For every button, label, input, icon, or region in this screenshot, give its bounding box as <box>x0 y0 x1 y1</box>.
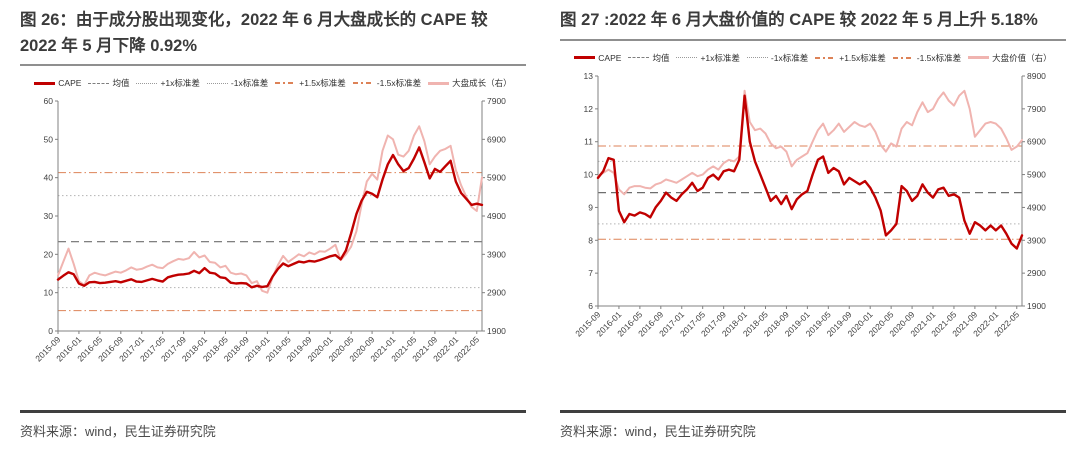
legend-label: 大盘价值（右） <box>992 52 1052 63</box>
legend-label: CAPE <box>58 78 82 89</box>
legend-item: +1x标准差 <box>676 52 740 64</box>
svg-text:2900: 2900 <box>487 288 506 298</box>
legend-item: +1.5x标准差 <box>815 52 886 64</box>
legend-item: -1x标准差 <box>746 52 809 64</box>
svg-text:1900: 1900 <box>1027 301 1046 311</box>
legend-swatch-sd15 <box>275 82 297 85</box>
svg-text:7900: 7900 <box>1027 103 1046 113</box>
legend-item: 均值 <box>88 77 129 89</box>
svg-text:6900: 6900 <box>487 134 506 144</box>
svg-text:5900: 5900 <box>1027 169 1046 179</box>
legend-swatch-cape <box>574 56 596 60</box>
legend-item: CAPE <box>574 53 621 63</box>
figure-27-title: 图 27 :2022 年 6 月大盘价值的 CAPE 较 2022 年 5 月上… <box>560 8 1066 41</box>
legend-swatch-sd1 <box>746 57 768 59</box>
legend-swatch-sd15 <box>352 82 374 85</box>
legend-label: +1x标准差 <box>160 78 200 89</box>
legend-label: -1x标准差 <box>770 52 809 63</box>
legend-swatch-sd1 <box>676 57 698 59</box>
svg-text:40: 40 <box>44 173 54 183</box>
svg-text:5900: 5900 <box>487 173 506 183</box>
svg-text:6: 6 <box>588 301 593 311</box>
legend-label: -1.5x标准差 <box>916 52 962 63</box>
svg-text:10: 10 <box>44 288 54 298</box>
svg-text:30: 30 <box>44 211 54 221</box>
figure-26-legend: CAPE 均值 +1x标准差 -1x标准差 +1.5x标准差 -1.5x标准差 大盘成长（右… <box>20 77 526 89</box>
svg-text:2900: 2900 <box>1027 268 1046 278</box>
legend-item: 均值 <box>628 52 669 64</box>
legend-label: CAPE <box>598 52 622 63</box>
legend-item: +1.5x标准差 <box>275 77 346 89</box>
svg-text:20: 20 <box>44 249 54 259</box>
legend-label: +1x标准差 <box>700 52 740 63</box>
svg-text:9: 9 <box>588 202 593 212</box>
svg-text:7900: 7900 <box>487 96 506 106</box>
legend-swatch-sd1 <box>136 82 158 84</box>
legend-item: -1.5x标准差 <box>352 77 422 89</box>
legend-swatch-mean <box>88 82 110 84</box>
legend-item: +1x标准差 <box>136 77 200 89</box>
svg-text:4900: 4900 <box>487 211 506 221</box>
svg-text:8: 8 <box>588 235 593 245</box>
legend-swatch-sd1 <box>206 82 228 84</box>
legend-label: -1.5x标准差 <box>376 78 422 89</box>
cape-growth-chart: 0 10 20 30 40 50 60 1900 2900 3900 4900 5900 6900 790… <box>33 96 506 363</box>
legend-swatch-mean <box>628 57 650 59</box>
svg-text:12: 12 <box>584 103 594 113</box>
figure-27-legend: CAPE 均值 +1x标准差 -1x标准差 +1.5x标准差 -1.5x标准差 大盘价值（右… <box>560 52 1066 64</box>
svg-text:1900: 1900 <box>487 326 506 336</box>
legend-swatch-sd15 <box>815 56 837 59</box>
legend-item: 大盘价值（右） <box>968 52 1052 64</box>
svg-text:50: 50 <box>44 134 54 144</box>
svg-text:13: 13 <box>584 71 594 81</box>
figure-27-source: 资料来源：wind，民生证券研究院 <box>560 410 1066 440</box>
figure-27-panel: 图 27 :2022 年 6 月大盘价值的 CAPE 较 2022 年 5 月上… <box>540 0 1080 452</box>
legend-label: 均值 <box>652 52 670 63</box>
svg-text:7: 7 <box>588 268 593 278</box>
legend-item: -1x标准差 <box>206 77 269 89</box>
legend-label: -1x标准差 <box>230 78 269 89</box>
legend-item: CAPE <box>34 78 81 88</box>
legend-label: 大盘成长（右） <box>452 78 512 89</box>
cape-value-chart: 6 7 8 9 10 11 12 13 1900 2900 3900 4900 5900 6900 7900… <box>573 71 1046 338</box>
svg-text:3900: 3900 <box>1027 235 1046 245</box>
svg-text:4900: 4900 <box>1027 202 1046 212</box>
svg-text:10: 10 <box>584 169 594 179</box>
svg-text:8900: 8900 <box>1027 71 1046 81</box>
svg-text:0: 0 <box>48 326 53 336</box>
legend-label: 均值 <box>112 78 130 89</box>
svg-text:11: 11 <box>584 136 593 146</box>
legend-swatch-cape <box>34 81 56 85</box>
svg-text:3900: 3900 <box>487 249 506 259</box>
legend-item: -1.5x标准差 <box>892 52 962 64</box>
legend-label: +1.5x标准差 <box>839 52 886 63</box>
legend-item: 大盘成长（右） <box>428 77 512 89</box>
svg-text:6900: 6900 <box>1027 136 1046 146</box>
figure-26-panel: 图 26：由于成分股出现变化，2022 年 6 月大盘成长的 CAPE 较 20… <box>20 8 526 440</box>
legend-swatch-index <box>968 56 990 60</box>
figure-26-source: 资料来源：wind，民生证券研究院 <box>20 410 526 440</box>
legend-swatch-sd15 <box>892 56 914 59</box>
legend-swatch-index <box>428 81 450 85</box>
figure-26-title: 图 26：由于成分股出现变化，2022 年 6 月大盘成长的 CAPE 较 20… <box>20 8 526 67</box>
svg-text:60: 60 <box>44 96 54 106</box>
legend-label: +1.5x标准差 <box>299 78 346 89</box>
